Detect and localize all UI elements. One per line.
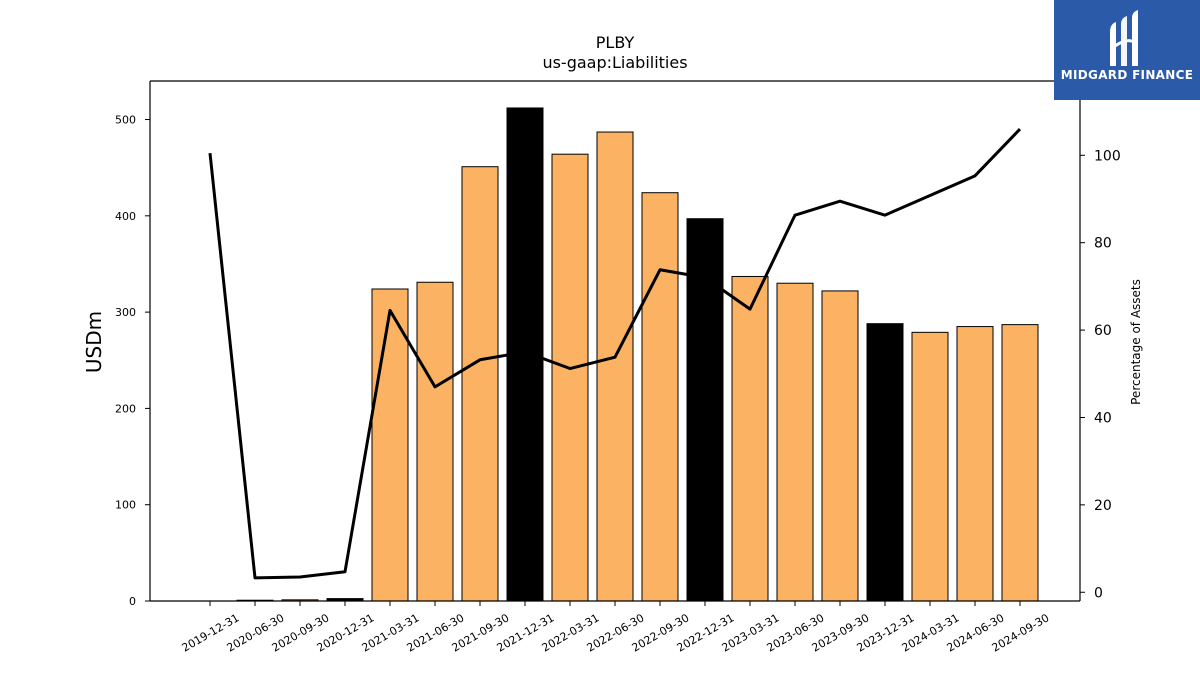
brand-logo: MIDGARD FINANCE [1054,0,1200,100]
bar-2022-09-30 [641,192,679,602]
chart-title: PLBY [596,33,635,52]
y-tick-label: 500 [115,114,136,127]
y-axis-label: USDm [82,311,106,373]
bar-group [236,107,1039,602]
bar-2024-06-30 [956,326,994,602]
y-tick-label: 400 [115,210,136,223]
percentage-line [208,128,1022,580]
logo-text: MIDGARD FINANCE [1060,68,1194,82]
y-right-tick-label: 80 [1094,236,1112,252]
y-tick-label: 0 [129,595,136,608]
bar-2021-09-30 [461,166,499,602]
y-right-tick-label: 20 [1094,498,1112,514]
chart-subtitle: us-gaap:Liabilities [542,53,687,72]
bar-2023-09-30 [821,290,859,602]
y-tick-label: 300 [115,306,136,319]
bar-2024-03-31 [911,331,949,602]
y-right-tick-label: 0 [1094,585,1103,601]
bar-2023-12-31 [866,323,904,602]
y-right-tick-label: 100 [1094,148,1121,164]
bar-2023-03-31 [731,275,769,602]
logo-mark-icon [1110,10,1138,66]
bar-2023-06-30 [776,282,814,602]
y-axis-right-label: Percentage of Assets [1129,279,1143,405]
bar-2022-06-30 [596,131,634,602]
bar-2022-03-31 [551,153,589,602]
bar-2021-06-30 [416,281,454,602]
y-right-tick-label: 60 [1094,323,1112,339]
y-tick-label: 100 [115,499,136,512]
bar-2021-03-31 [371,288,409,602]
line-group [208,128,1022,580]
y-right-tick-label: 40 [1094,410,1112,426]
bar-2024-09-30 [1001,324,1039,602]
y-tick-label: 200 [115,402,136,415]
